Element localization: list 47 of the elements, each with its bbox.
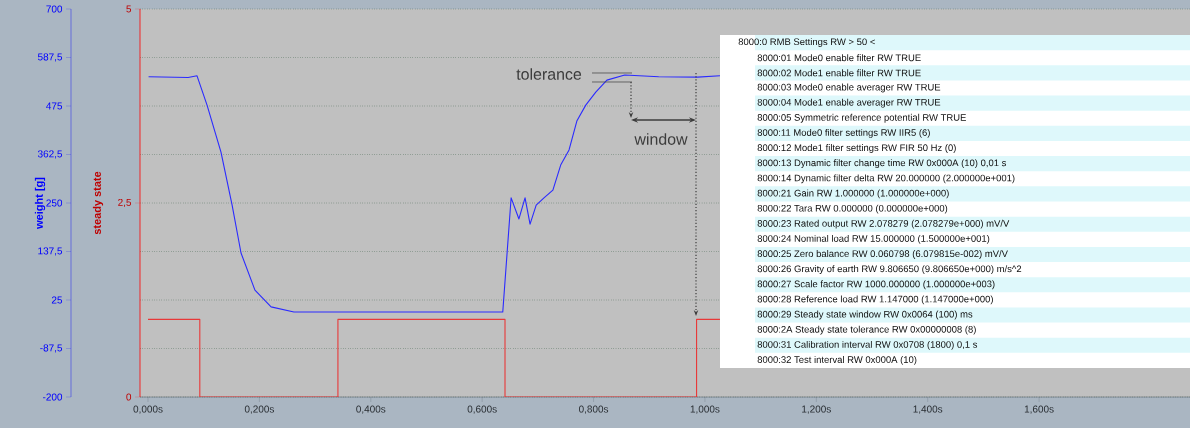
x-tick-label: 0,400s (356, 405, 386, 414)
x-tick-label: 1,200s (802, 405, 831, 414)
x-tick-label: 0,800s (578, 405, 609, 414)
annotation: 8000:01 Mode0 enable filter RW TRUE (757, 54, 921, 62)
annotation: tolerance (516, 68, 582, 80)
y-tick-label: 362,5 (37, 150, 63, 159)
y-tick-label: -87,5 (40, 344, 63, 353)
y-axis-title: weight [g] (34, 177, 46, 229)
y2-tick-label: 2,5 (118, 198, 132, 208)
annotation: 8000:31 Calibration interval RW 0x0708 (1800) 0,1 s (757, 340, 978, 350)
annotation: 8000:24 Nominal load RW 15.000000 (1.500000e+001) (757, 234, 990, 244)
annotation: 8000:14 Dynamic filter delta RW 20.000000 (2.000000e+001) (757, 174, 1015, 184)
annotation: 8000:02 Mode1 enable filter RW TRUE (757, 69, 921, 77)
y-tick-label: 25 (51, 296, 63, 304)
annotation: 8000:0 RMB Settings RW > 50 < (738, 38, 875, 47)
y-tick-label: 250 (46, 199, 63, 207)
annotation: 8000:13 Dynamic filter change time RW 0x000A (10) 0,01 s (757, 159, 1007, 169)
annotation: 8000:29 Steady state window RW 0x0064 (100) ms (757, 310, 973, 320)
x-tick-label: 1,000s (690, 405, 720, 414)
y-tick-label: -200 (42, 393, 63, 401)
annotation: window (634, 133, 688, 145)
annotation: 8000:2A Steady state tolerance RW 0x00000008 (8) (757, 325, 976, 335)
annotation: 8000:05 Symmetric reference potential RW TRUE (757, 113, 966, 123)
y2-tick-label: 5 (126, 5, 132, 13)
annotation: 8000:12 Mode1 filter settings RW FIR 50 Hz (0) (757, 144, 956, 153)
x-tick-label: 1,400s (913, 405, 943, 414)
y2-tick-label: 0 (126, 393, 132, 401)
annotation: 8000:25 Zero balance RW 0.060798 (6.079815e-002) mV/V (757, 250, 1008, 259)
annotation: 8000:27 Scale factor RW 1000.000000 (1.000000e+003) (757, 280, 995, 290)
annotation: 8000:11 Mode0 filter settings RW IIR5 (6) (757, 128, 930, 138)
annotation: 8000:32 Test interval RW 0x000A (10) (757, 356, 917, 365)
annotation: 8000:04 Mode1 enable averager RW TRUE (757, 98, 941, 108)
annotation: 8000:03 Mode0 enable averager RW TRUE (757, 83, 941, 93)
annotation: 8000:28 Reference load RW 1.147000 (1.147000e+000) (757, 295, 993, 305)
y-tick-label: 587,5 (37, 53, 63, 62)
y-tick-label: 137,5 (38, 247, 63, 256)
x-tick-label: 0,200s (244, 405, 274, 414)
annotation: 8000:26 Gravity of earth RW 9.806650 (9.806650e+000) m/s^2 (757, 265, 1022, 275)
y2-axis-title: steady state (92, 171, 104, 235)
x-tick-label: 0,600s (467, 405, 497, 414)
annotation: 8000:22 Tara RW 0.000000 (0.000000e+000) (757, 204, 948, 214)
x-tick-label: 0,000s (133, 405, 163, 414)
y-tick-label: 700 (46, 5, 63, 13)
y-tick-label: 475 (46, 102, 63, 110)
x-tick-label: 1,600s (1024, 405, 1054, 414)
annotation: 8000:21 Gain RW 1.000000 (1.000000e+000) (757, 189, 949, 199)
annotation: 8000:23 Rated output RW 2.078279 (2.078279e+000) mV/V (757, 219, 1010, 229)
